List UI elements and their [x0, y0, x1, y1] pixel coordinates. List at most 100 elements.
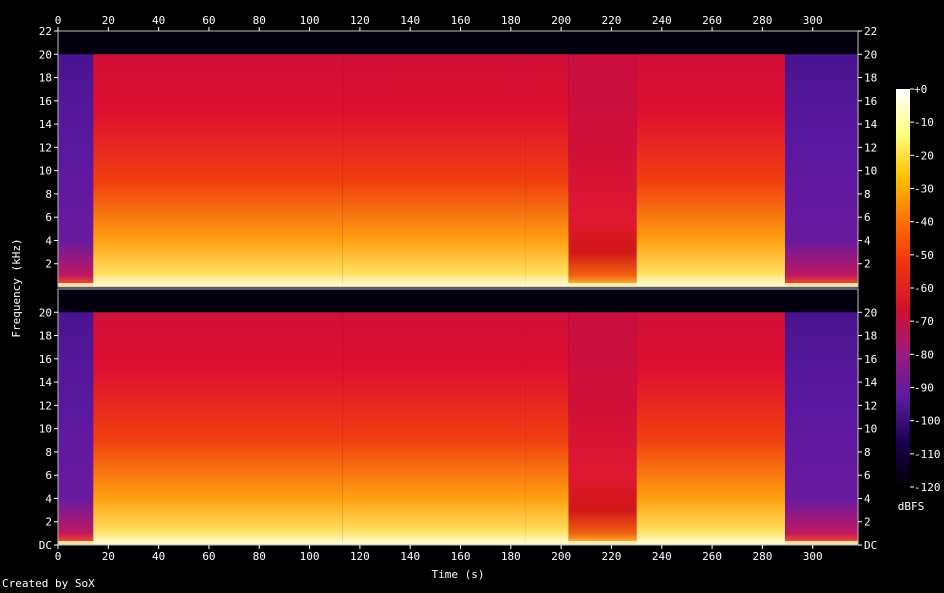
y-tick-label: 20 — [39, 306, 52, 319]
colorbar — [896, 89, 910, 487]
y-tick-label: 4 — [45, 492, 52, 505]
spectrum-segment — [568, 54, 637, 287]
y-tick-label: 12 — [39, 399, 52, 412]
x-tick-label-top: 180 — [501, 14, 521, 27]
spectrum-segment — [93, 54, 343, 287]
y-tick-label: 14 — [39, 376, 53, 389]
x-tick-label: 20 — [102, 550, 115, 563]
colorbar-tick-label: -100 — [914, 415, 941, 428]
colorbar-tick-label: +0 — [914, 83, 927, 96]
x-tick-label-top: 280 — [752, 14, 772, 27]
y-tick-label: 22 — [39, 25, 52, 38]
spectrum-segment — [525, 54, 569, 287]
x-tick-label-top: 260 — [702, 14, 722, 27]
channel-2-panel: DC DC 2 2 4 4 6 6 8 8 10 10 12 12 14 14 16 16 18 18 20 20 — [39, 288, 878, 552]
y-tick-label: 12 — [39, 141, 52, 154]
colorbar-tick-label: -30 — [914, 183, 934, 196]
x-tick-label: 180 — [501, 550, 521, 563]
x-tick-label: 280 — [752, 550, 772, 563]
y-tick-label: DC — [39, 539, 52, 552]
y-tick-label: 12 — [864, 399, 877, 412]
y-tick-label: 2 — [45, 516, 52, 529]
y-tick-label: 16 — [864, 95, 877, 108]
x-tick-label-top: 140 — [400, 14, 420, 27]
y-tick-label: 16 — [39, 353, 52, 366]
y-tick-label: 4 — [45, 234, 52, 247]
panel-frame — [57, 30, 859, 288]
y-tick-label: 8 — [864, 446, 871, 459]
spectrum-segment — [568, 312, 637, 545]
y-tick-label: DC — [864, 539, 877, 552]
y-tick-label: 6 — [45, 211, 52, 224]
y-tick-label: 2 — [864, 258, 871, 271]
x-tick-label-top: 80 — [253, 14, 266, 27]
colorbar-tick-label: -110 — [914, 448, 941, 461]
y-tick-label: 8 — [864, 188, 871, 201]
x-tick-label: 0 — [55, 550, 62, 563]
y-tick-label: 10 — [864, 423, 877, 436]
x-tick-label: 120 — [350, 550, 370, 563]
colorbar-label: dBFS — [898, 500, 925, 513]
colorbar-tick-label: -80 — [914, 348, 934, 361]
y-tick-label: 20 — [864, 306, 877, 319]
y-tick-label: 2 — [45, 258, 52, 271]
x-tick-label-top: 240 — [652, 14, 672, 27]
x-tick-label: 60 — [202, 550, 215, 563]
x-tick-label: 300 — [803, 550, 823, 563]
x-tick-label: 140 — [400, 550, 420, 563]
colorbar-tick-label: -10 — [914, 116, 934, 129]
x-tick-label: 100 — [300, 550, 320, 563]
y-axis-label: Frequency (kHz) — [10, 238, 23, 337]
y-tick-label: 22 — [864, 25, 877, 38]
colorbar-tick-label: -50 — [914, 249, 934, 262]
created-by-label: Created by SoX — [2, 577, 95, 590]
y-tick-label: 18 — [864, 330, 877, 343]
y-tick-label: 18 — [39, 330, 52, 343]
y-tick-label: 10 — [864, 165, 877, 178]
x-axis-label: Time (s) — [432, 568, 485, 581]
spectrum-segment — [525, 312, 569, 545]
y-tick-label: 18 — [39, 72, 52, 85]
colorbar-tick-label: -90 — [914, 382, 934, 395]
y-tick-label: 20 — [864, 48, 877, 61]
y-tick-label: 4 — [864, 234, 871, 247]
x-tick-label-top: 200 — [551, 14, 571, 27]
y-tick-label: 16 — [39, 95, 52, 108]
y-tick-label: 6 — [864, 469, 871, 482]
y-tick-label: 6 — [45, 469, 52, 482]
x-tick-label: 240 — [652, 550, 672, 563]
x-tick-label: 200 — [551, 550, 571, 563]
y-tick-label: 14 — [39, 118, 53, 131]
colorbar-tick-label: -20 — [914, 149, 934, 162]
y-tick-label: 6 — [864, 211, 871, 224]
x-tick-label-top: 20 — [102, 14, 115, 27]
x-tick-label: 160 — [451, 550, 471, 563]
y-tick-label: 4 — [864, 492, 871, 505]
y-tick-label: 20 — [39, 48, 52, 61]
dc-band — [58, 283, 858, 287]
spectrum-segment — [785, 312, 858, 545]
colorbar-tick-label: -60 — [914, 282, 934, 295]
x-tick-label: 220 — [602, 550, 622, 563]
y-tick-label: 14 — [864, 118, 878, 131]
x-tick-label-top: 300 — [803, 14, 823, 27]
y-tick-label: 10 — [39, 165, 52, 178]
spectrum-segment — [93, 312, 343, 545]
y-tick-label: 16 — [864, 353, 877, 366]
spectrum-segment — [785, 54, 858, 287]
y-tick-label: 10 — [39, 423, 52, 436]
y-tick-label: 12 — [864, 141, 877, 154]
y-tick-label: 18 — [864, 72, 877, 85]
x-tick-label-top: 40 — [152, 14, 165, 27]
x-tick-label-top: 0 — [55, 14, 62, 27]
x-tick-label-top: 100 — [300, 14, 320, 27]
spectrum-segment — [58, 312, 94, 545]
y-tick-label: 14 — [864, 376, 878, 389]
colorbar-tick-label: -40 — [914, 216, 934, 229]
x-tick-label: 80 — [253, 550, 266, 563]
colorbar-tick-label: -120 — [914, 481, 941, 494]
x-tick-label: 260 — [702, 550, 722, 563]
spectrum-segment — [342, 312, 526, 545]
